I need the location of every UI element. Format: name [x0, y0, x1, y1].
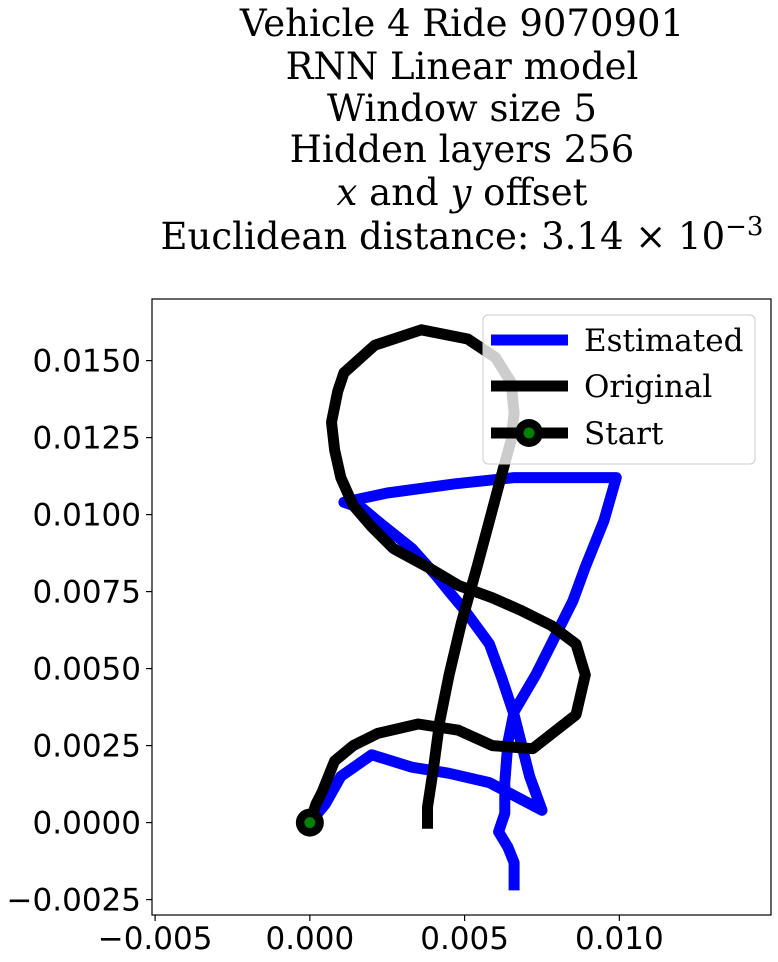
title-line-4: Hidden layers 256	[290, 128, 635, 171]
legend-label-estimated: Estimated	[584, 323, 743, 359]
legend: Estimated Original Start	[482, 314, 756, 465]
series-original-line	[304, 324, 591, 829]
y-tick-label: −0.0025	[7, 883, 141, 919]
title-line-3: Window size 5	[327, 87, 597, 130]
title-line-1: Vehicle 4 Ride 9070901	[239, 2, 684, 45]
title-line-2: RNN Linear model	[286, 45, 639, 88]
x-axis: −0.005 0.000 0.005 0.010	[98, 915, 664, 957]
y-tick-label: 0.0075	[33, 575, 141, 611]
legend-label-start: Start	[584, 416, 664, 452]
legend-box	[482, 314, 756, 465]
y-tick-label: 0.0025	[33, 729, 141, 765]
y-tick-label: 0.0100	[33, 498, 141, 534]
legend-start-marker-inner	[523, 427, 535, 439]
y-tick-label: 0.0000	[33, 806, 141, 842]
x-tick-label: 0.010	[575, 921, 664, 957]
title-line-6: Euclidean distance: 3.14 × 10−3	[161, 212, 764, 258]
x-tick-label: −0.005	[98, 921, 213, 957]
series-layer	[295, 324, 622, 891]
y-tick-label: 0.0050	[33, 652, 141, 688]
legend-label-original: Original	[584, 369, 712, 405]
x-tick-label: 0.000	[265, 921, 354, 957]
start-marker-inner	[304, 817, 316, 829]
y-axis: −0.0025 0.0000 0.0025 0.0050 0.0075 0.0100 0.0…	[7, 344, 152, 919]
x-tick-label: 0.005	[420, 921, 509, 957]
title-line-5: x and y offset	[337, 171, 588, 214]
y-tick-label: 0.0125	[33, 421, 141, 457]
y-tick-label: 0.0150	[33, 344, 141, 380]
